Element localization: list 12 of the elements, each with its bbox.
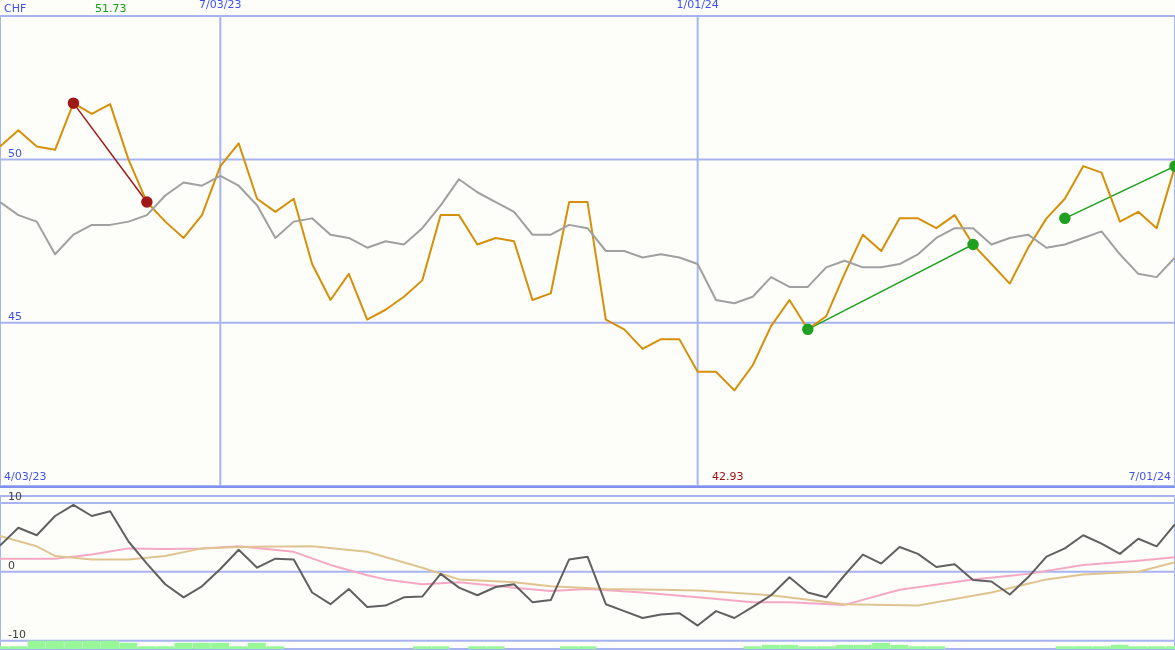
y-tick-label: -10 <box>8 627 26 641</box>
y-tick-label: 10 <box>8 489 22 503</box>
y-axis-title: CHF <box>4 2 27 15</box>
text: 51.73 <box>95 2 127 15</box>
annotation: 4/03/23 <box>4 470 47 483</box>
x-tick-label: 7/03/23 <box>199 0 242 11</box>
y-tick-label: 45 <box>8 309 22 323</box>
x-tick-label: 1/01/24 <box>676 0 719 11</box>
annotation: 7/01/24 <box>1128 470 1171 483</box>
y-tick-label: 50 <box>8 146 22 160</box>
y-tick-label: 0 <box>8 558 15 572</box>
annotation: 42.93 <box>712 470 744 483</box>
